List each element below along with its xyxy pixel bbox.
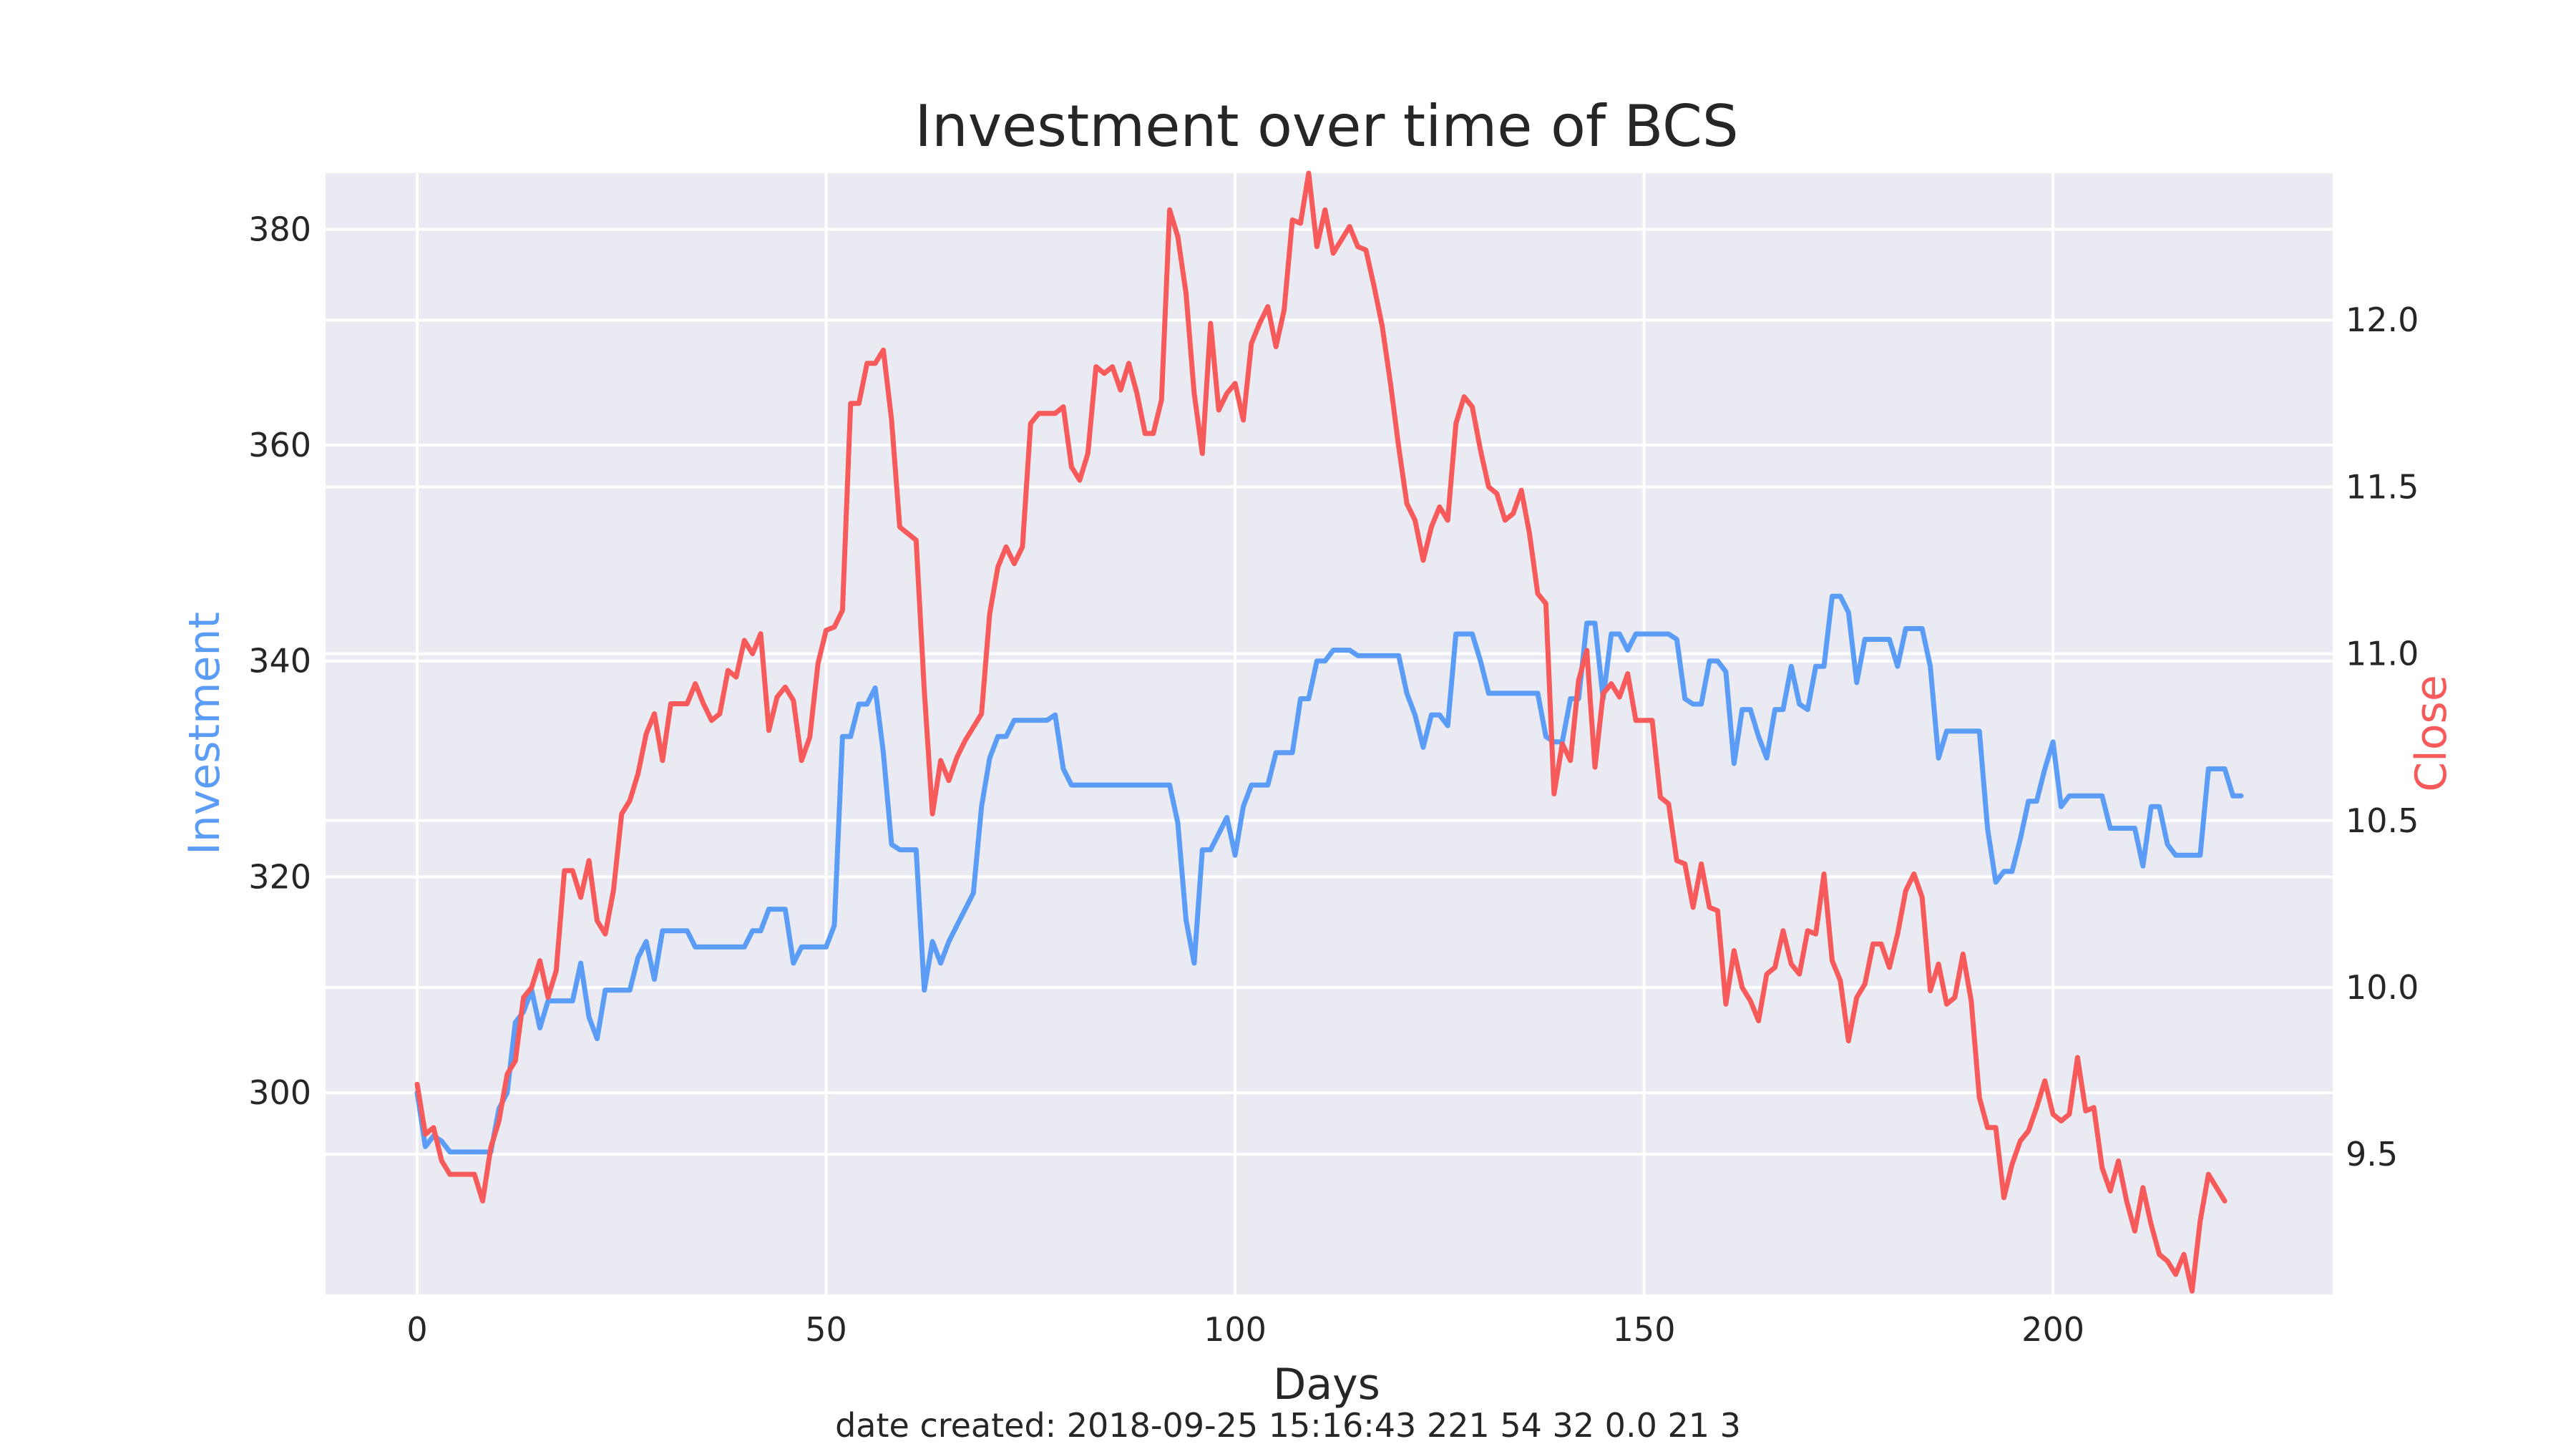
x-tick-label: 150	[1613, 1310, 1676, 1349]
x-tick-label: 100	[1204, 1310, 1267, 1349]
y-right-tick-label: 11.5	[2346, 467, 2419, 506]
y-right-tick-label: 12.0	[2346, 301, 2419, 339]
y-axis-label-left: Investment	[180, 612, 230, 855]
y-left-tick-label: 340	[248, 642, 311, 680]
series-line-close	[414, 170, 2228, 1294]
series-line-investment	[414, 593, 2244, 1155]
x-tick-label: 50	[805, 1310, 847, 1349]
y-left-tick-label: 380	[248, 210, 311, 248]
footer-note: date created: 2018-09-25 15:16:43 221 54…	[835, 1406, 1741, 1445]
y-right-tick-label: 10.0	[2346, 968, 2419, 1007]
chart-title: Investment over time of BCS	[914, 93, 1738, 160]
x-tick-label: 0	[406, 1310, 427, 1349]
x-tick-label: 200	[2021, 1310, 2084, 1349]
y-right-tick-label: 9.5	[2346, 1135, 2398, 1174]
tick-labels: 0 50 100 150 200 300 320 340 360 380 9.5 10.0 10.5 11…	[248, 210, 2419, 1349]
y-right-tick-label: 10.5	[2346, 801, 2419, 840]
y-left-tick-label: 320	[248, 857, 311, 896]
y-right-tick-label: 11.0	[2346, 635, 2419, 673]
x-axis-label: Days	[1273, 1360, 1380, 1410]
series-lines	[414, 170, 2244, 1294]
y-axis-label-right: Close	[2406, 675, 2457, 791]
y-left-tick-label: 300	[248, 1073, 311, 1112]
y-left-tick-label: 360	[248, 426, 311, 464]
